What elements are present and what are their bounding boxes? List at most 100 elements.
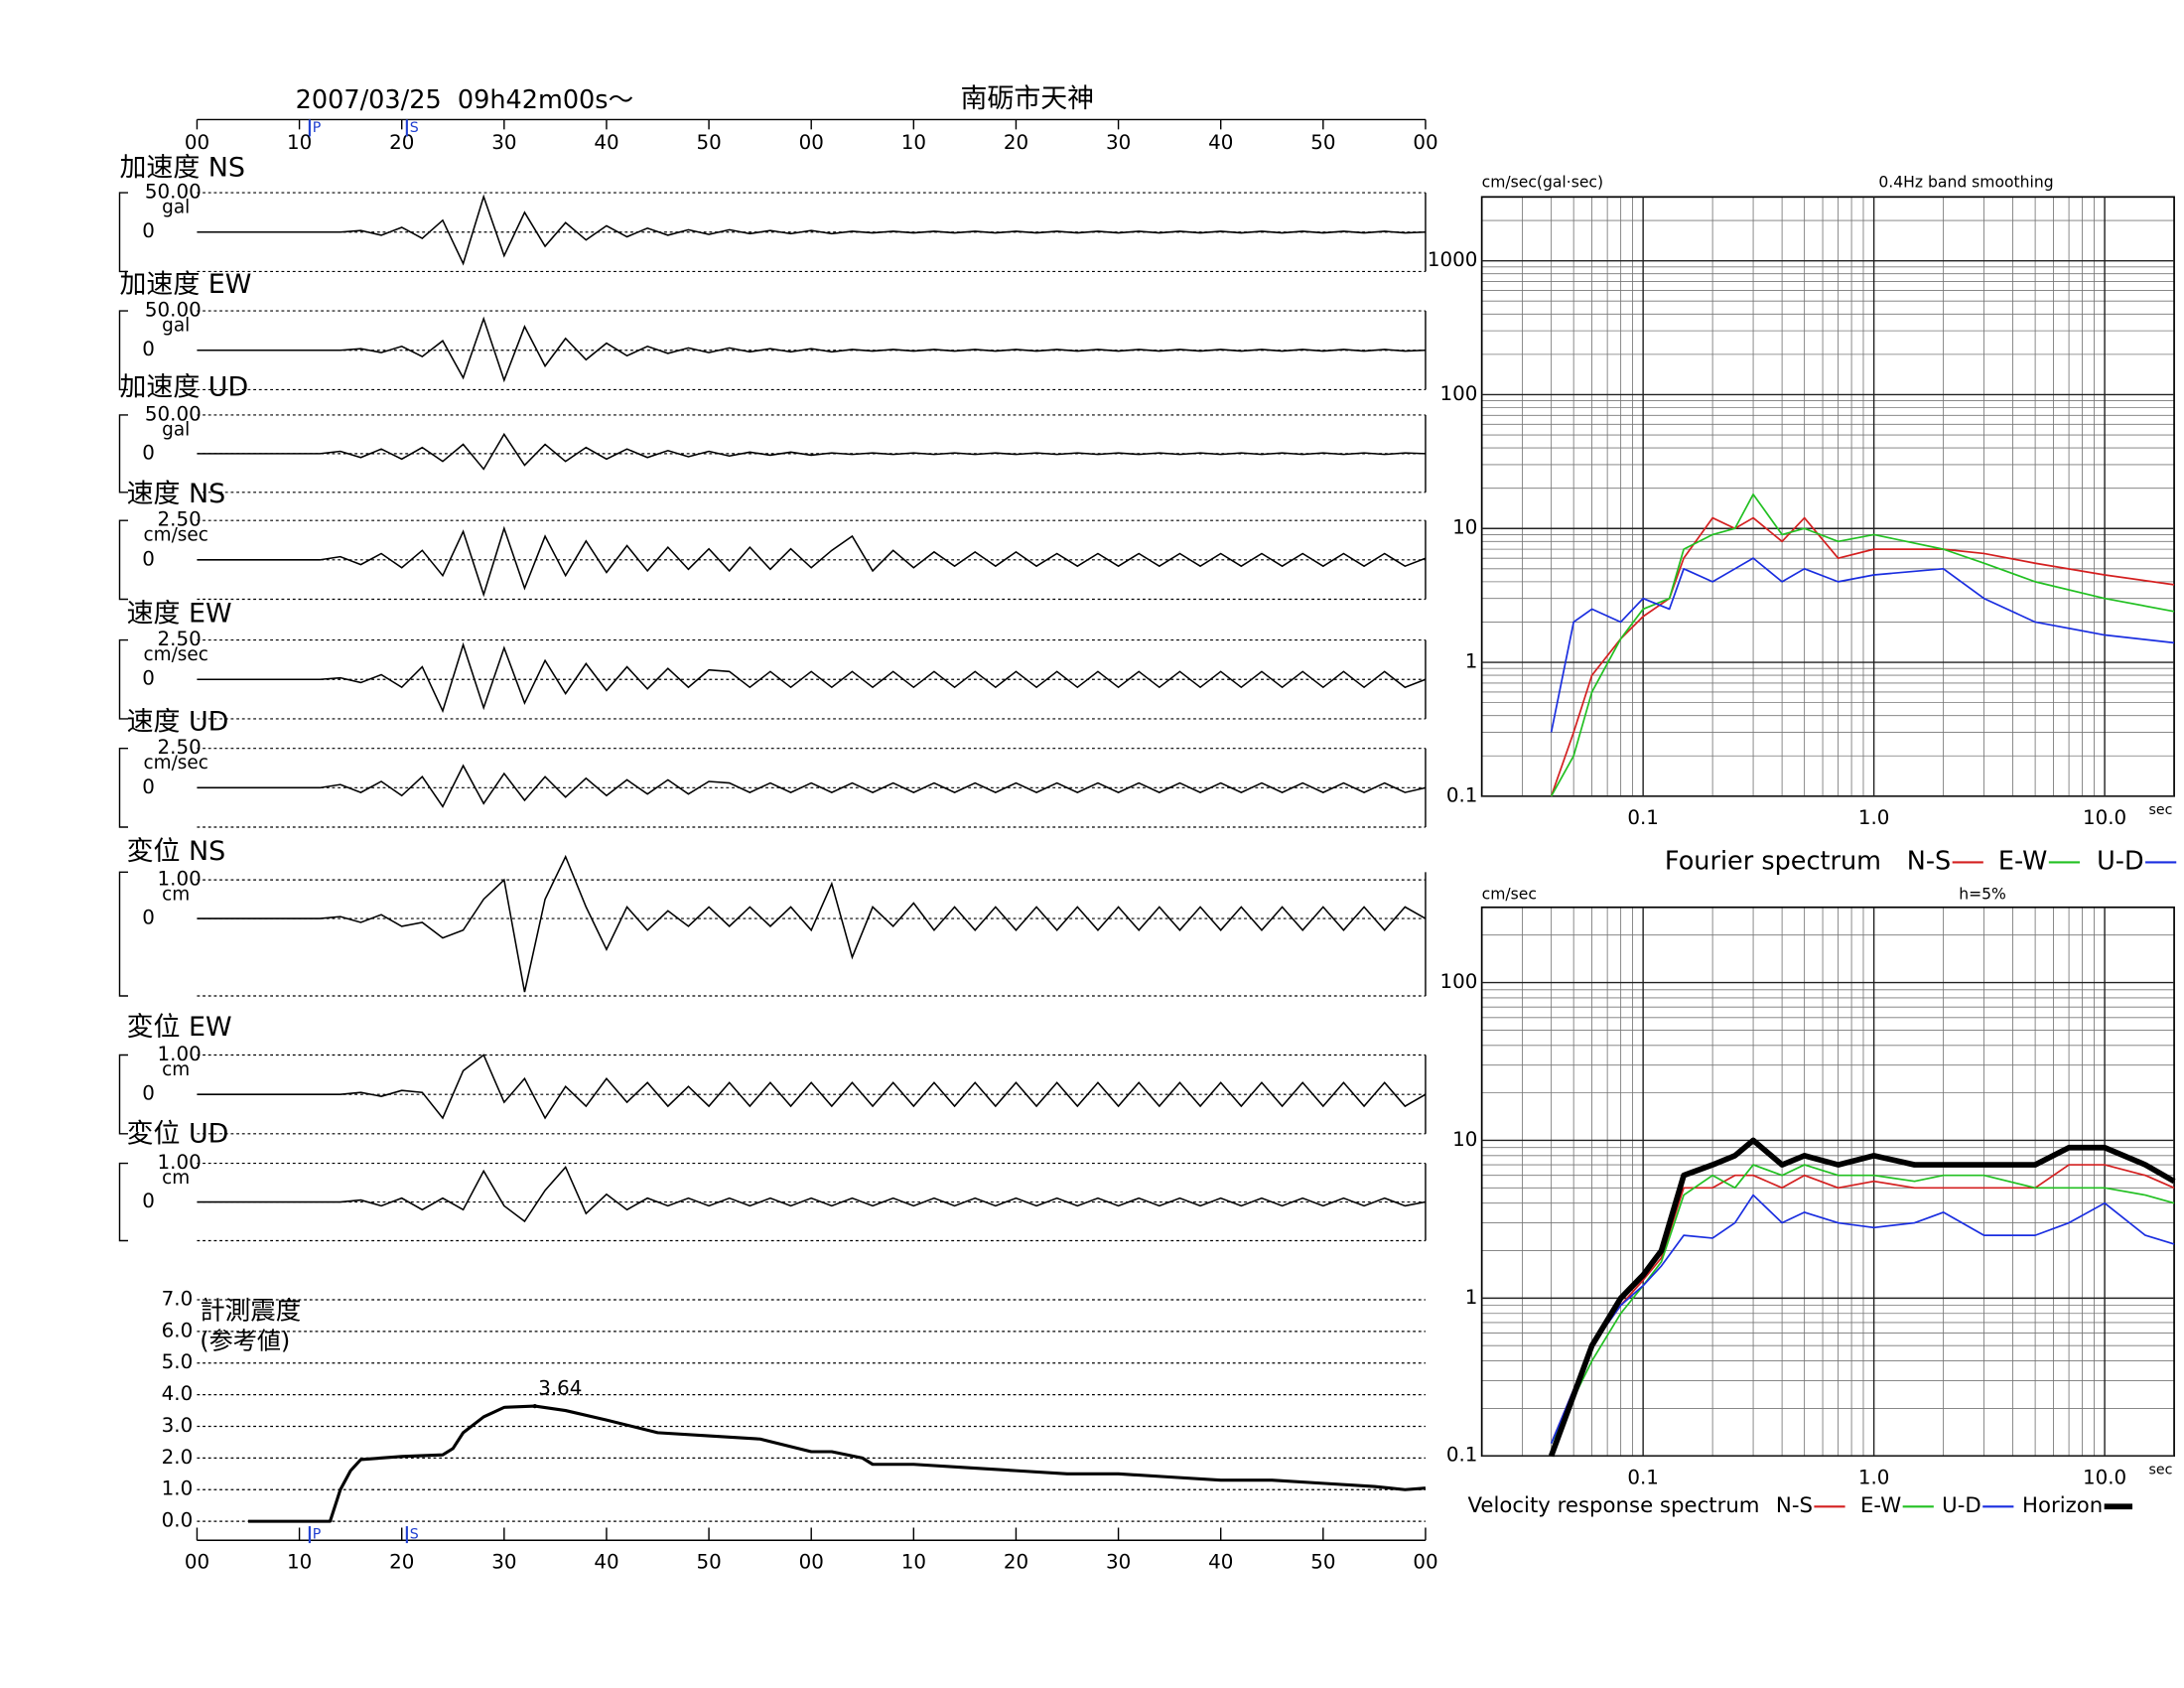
panel-label: 変位 UD xyxy=(127,1119,229,1150)
x-tick-label: 00 xyxy=(185,131,209,154)
line xyxy=(1550,516,2175,797)
y-tick-label: 1.0 xyxy=(162,1477,194,1500)
annotation: 0.4Hz band smoothing xyxy=(1878,174,2053,192)
y-tick-label: 0 xyxy=(142,907,155,929)
x-tick-label: 30 xyxy=(1106,1550,1131,1573)
waveform-trace xyxy=(197,194,1426,266)
y-tick-label: 3.0 xyxy=(162,1414,194,1437)
panel-label: 加速度 NS xyxy=(119,153,245,184)
chart-title: Fourier spectrum xyxy=(1665,846,1881,876)
x-tick-label: 40 xyxy=(1208,1550,1233,1573)
waveform-trace xyxy=(197,1054,1427,1120)
x-tick-label: 10 xyxy=(901,1550,926,1573)
y-tick-label: 0 xyxy=(142,775,155,798)
panel-frame xyxy=(118,519,128,601)
x-tick-label: 30 xyxy=(1106,131,1131,154)
legend-label: E-W xyxy=(1998,846,2048,876)
y-tick-label: 1.00 xyxy=(158,868,202,891)
x-tick-label: 10.0 xyxy=(2083,806,2126,829)
x-tick-label: 40 xyxy=(594,131,618,154)
panel-label: 速度 NS xyxy=(127,479,226,509)
waveform-trace xyxy=(197,432,1426,471)
x-tick-label: 50 xyxy=(696,131,721,154)
phase-label: P xyxy=(313,120,322,136)
x-tick-label: 40 xyxy=(1208,131,1233,154)
x-tick-label: 50 xyxy=(1310,131,1335,154)
phase-label: S xyxy=(410,1527,419,1543)
x-tick-label: 20 xyxy=(389,1550,414,1573)
x-tick-label: 20 xyxy=(1004,131,1028,154)
waveform-trace xyxy=(197,316,1426,383)
unit-label: cm xyxy=(162,885,190,906)
legend-label: N-S xyxy=(1907,846,1951,876)
panel-frame xyxy=(118,1162,128,1242)
y-tick-label: 0 xyxy=(142,338,155,360)
peak-label: 3.64 xyxy=(538,1377,582,1400)
x-tick-label: 00 xyxy=(1413,1550,1437,1573)
x-tick-label: 50 xyxy=(696,1550,721,1573)
y-tick-label: 1000 xyxy=(1428,248,1477,271)
y-tick-label: 0.1 xyxy=(1446,1444,1478,1467)
x-tick-label: 00 xyxy=(185,1550,209,1573)
x-tick-label: 00 xyxy=(799,131,824,154)
x-tick-label: 10 xyxy=(287,131,312,154)
y-tick-label: 7.0 xyxy=(162,1288,194,1311)
x-tick-label: 10.0 xyxy=(2083,1466,2126,1488)
y-tick-label: 100 xyxy=(1440,382,1478,405)
line xyxy=(1550,1194,2175,1444)
x-axis-label: sec xyxy=(2149,802,2173,818)
x-tick-label: 20 xyxy=(1004,1550,1028,1573)
unit-label: gal xyxy=(162,198,190,218)
line xyxy=(1550,557,2175,733)
panel-frame xyxy=(118,747,128,828)
y-tick-label: 10 xyxy=(1452,1128,1477,1151)
waveform-trace xyxy=(197,525,1427,598)
panel-frame xyxy=(118,414,128,493)
panel-label: 変位 EW xyxy=(127,1012,232,1043)
y-tick-label: 0 xyxy=(142,1190,155,1212)
y-tick-label: 4.0 xyxy=(162,1382,194,1405)
y-tick-label: 5.0 xyxy=(162,1350,194,1373)
chart-subtitle: (参考値) xyxy=(200,1328,290,1355)
unit-label: cm xyxy=(162,1059,190,1080)
y-tick-label: 2.50 xyxy=(158,508,202,531)
x-tick-label: 0.1 xyxy=(1627,1466,1659,1488)
line xyxy=(1550,492,2175,797)
y-tick-label: 0.1 xyxy=(1446,783,1478,806)
legend-label: U-D xyxy=(1942,1493,1981,1518)
y-tick-label: 6.0 xyxy=(162,1319,194,1341)
unit-label: gal xyxy=(162,316,190,337)
x-tick-label: 30 xyxy=(491,131,516,154)
y-tick-label: 1 xyxy=(1465,650,1478,673)
x-tick-label: 10 xyxy=(901,131,926,154)
panel-frame xyxy=(118,638,128,720)
x-tick-label: 10 xyxy=(287,1550,312,1573)
y-tick-label: 0 xyxy=(142,441,155,464)
y-tick-label: 1.00 xyxy=(158,1151,202,1174)
y-tick-label: 50.00 xyxy=(145,181,202,204)
y-tick-label: 2.50 xyxy=(158,736,202,759)
y-tick-label: 0.0 xyxy=(162,1509,194,1532)
y-tick-label: 2.0 xyxy=(162,1446,194,1469)
panel-frame xyxy=(118,1054,128,1135)
peak-marker xyxy=(532,1403,537,1409)
unit-label: cm/sec xyxy=(144,753,208,774)
line xyxy=(1550,1164,2175,1444)
unit-label: cm xyxy=(162,1168,190,1189)
line xyxy=(248,1404,1427,1523)
chart-title: 2007/03/25 09h42m00s〜 xyxy=(296,85,633,115)
y-tick-label: 0 xyxy=(142,547,155,570)
legend-label: E-W xyxy=(1860,1493,1901,1518)
panel-frame xyxy=(118,310,128,391)
y-tick-label: 50.00 xyxy=(145,402,202,425)
chart-title: Velocity response spectrum xyxy=(1467,1493,1759,1518)
waveform-trace xyxy=(197,764,1427,808)
legend-label: N-S xyxy=(1776,1493,1813,1518)
x-tick-label: 1.0 xyxy=(1858,806,1890,829)
unit-label: cm/sec xyxy=(144,644,208,665)
x-tick-label: 1.0 xyxy=(1858,1466,1890,1488)
y-tick-label: 1 xyxy=(1465,1286,1478,1309)
annotation: h=5% xyxy=(1959,886,2006,904)
